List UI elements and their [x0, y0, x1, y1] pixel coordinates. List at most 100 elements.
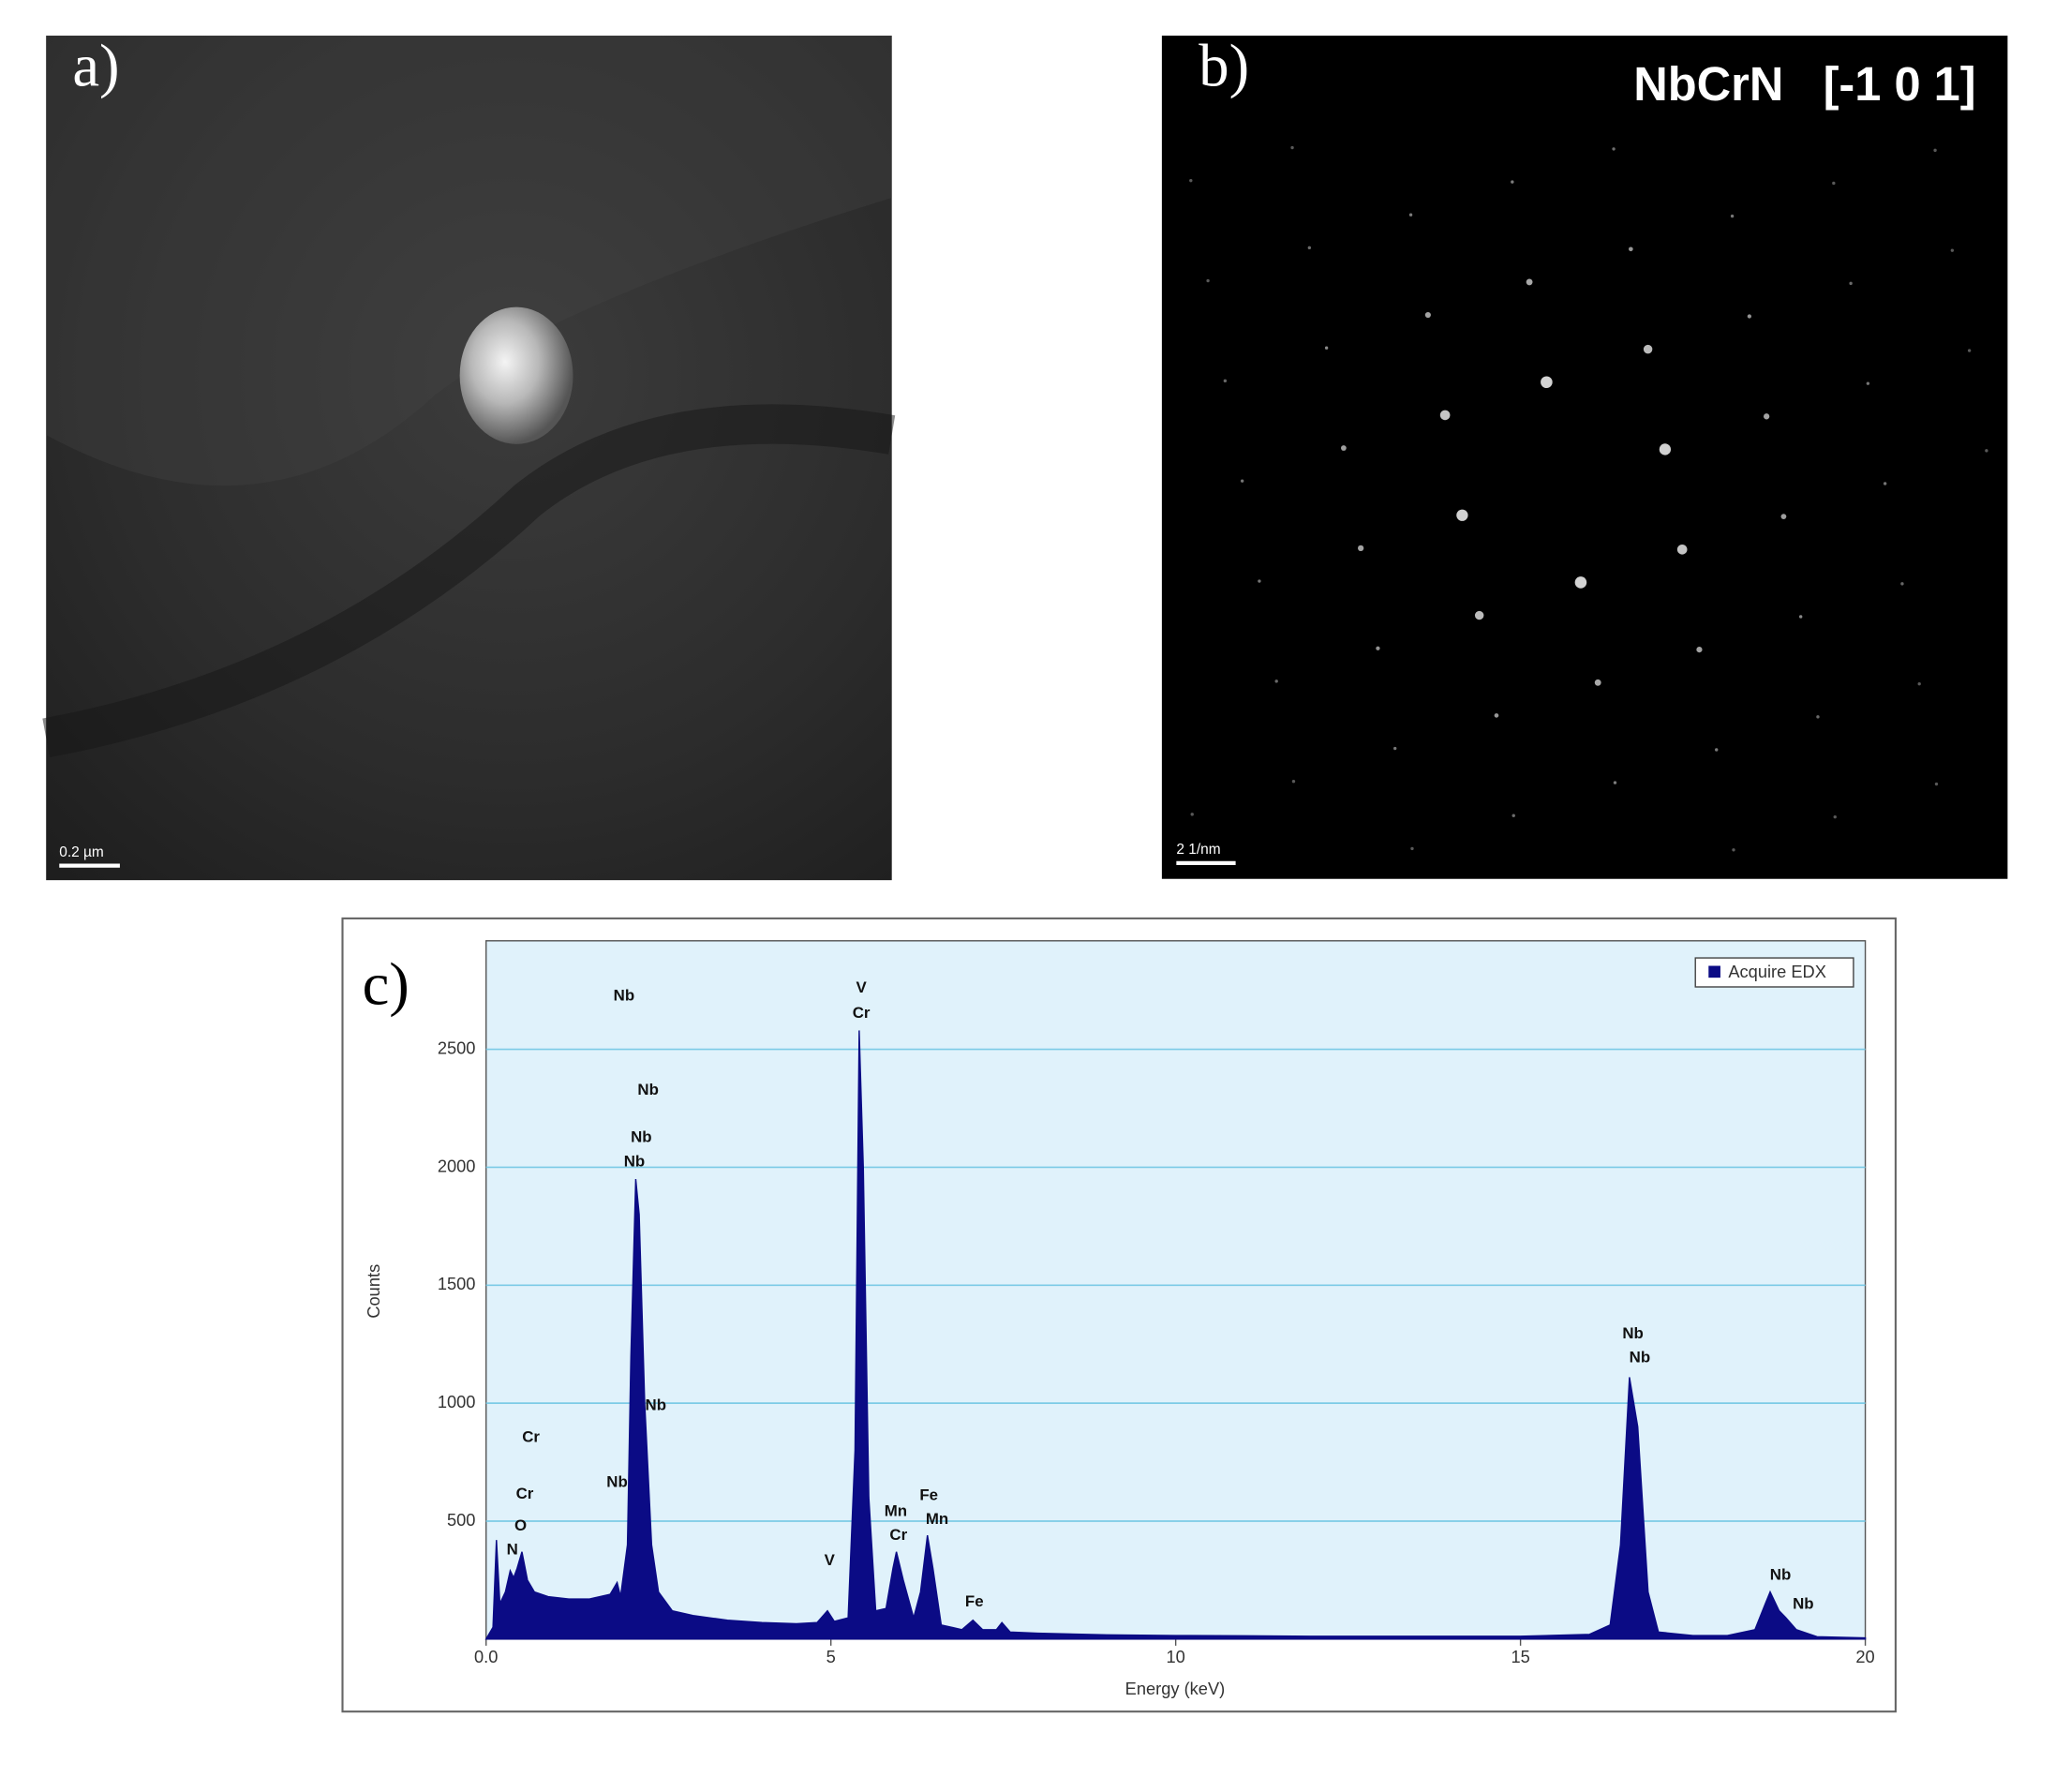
diffraction-spot: [1917, 681, 1921, 686]
diffraction-spot: [1816, 715, 1820, 719]
diffraction-spot: [1934, 782, 1939, 786]
x-tick-label: 0.0: [474, 1647, 498, 1666]
diffraction-spot: [1291, 780, 1296, 784]
diffraction-spot: [1933, 148, 1937, 153]
x-axis-label: Energy (keV): [1125, 1679, 1226, 1698]
diffraction-spot: [1967, 349, 1972, 352]
diffraction-spot: [1780, 514, 1787, 520]
pattern-title: NbCrN [-1 0 1]: [1633, 57, 1975, 111]
panel-label: a): [72, 31, 119, 98]
peak-label: Nb: [1770, 1565, 1791, 1583]
micrograph: [46, 36, 892, 881]
legend-swatch: [1708, 965, 1720, 978]
diffraction-spot: [1659, 443, 1672, 455]
diffraction-spot: [1223, 379, 1228, 383]
contrast-band: [46, 36, 892, 486]
peak-label: Cr: [853, 1004, 871, 1022]
y-tick-label: 1000: [438, 1392, 476, 1411]
panel-b: b) NbCrN [-1 0 1] 2 1/nm: [1161, 31, 2008, 879]
diffraction-spot: [1190, 813, 1194, 816]
diffraction-spot: [1358, 545, 1364, 552]
peak-label: Mn: [926, 1510, 948, 1528]
peak-label: Nb: [637, 1081, 658, 1098]
y-tick-label: 1500: [438, 1274, 476, 1293]
peak-label: Fe: [965, 1592, 984, 1610]
diffraction-spot: [1439, 410, 1451, 421]
peak-label: Mn: [885, 1502, 907, 1520]
y-axis-label: Counts: [364, 1264, 383, 1319]
diffraction-spot: [1833, 814, 1837, 819]
diffraction-spot: [1410, 846, 1414, 851]
panel-a: a) 0.2 µm: [42, 31, 896, 881]
legend: [1694, 957, 1854, 988]
diffraction-spot: [1950, 248, 1955, 252]
peak-label: Nb: [606, 1472, 627, 1490]
peak-label: Cr: [522, 1427, 540, 1445]
peak-label: Fe: [919, 1486, 938, 1504]
diffraction-pattern: [1161, 36, 2008, 879]
spectrum-area: [484, 1030, 1867, 1640]
diffraction-spot: [1206, 278, 1210, 283]
scale-label: 0.2 µm: [59, 844, 104, 860]
peak-label: Nb: [631, 1128, 651, 1146]
diffraction-spot: [1715, 748, 1719, 752]
y-tick-label: 2500: [438, 1038, 476, 1057]
peak-label: Nb: [624, 1152, 645, 1170]
peak-label: V: [856, 978, 867, 996]
diffraction-spot: [1747, 314, 1752, 319]
x-tick-label: 5: [826, 1647, 836, 1666]
diffraction-spot: [1541, 376, 1553, 389]
panel-label: b): [1199, 31, 1249, 98]
diffraction-spot: [1340, 445, 1347, 451]
contrast-band: [42, 404, 896, 758]
diffraction-spot: [1985, 449, 1988, 453]
y-tick-label: 2000: [438, 1156, 476, 1175]
diffraction-spot: [1594, 679, 1601, 686]
diffraction-spot: [1732, 848, 1735, 852]
peak-label: Nb: [1630, 1349, 1650, 1366]
diffraction-spot: [1424, 311, 1431, 319]
diffraction-spot: [1474, 610, 1484, 620]
peak-label: O: [514, 1516, 527, 1534]
diffraction-spot: [1258, 579, 1261, 583]
diffraction-spot: [1307, 246, 1312, 250]
diffraction-spot: [1629, 246, 1633, 252]
diffraction-spot: [1612, 147, 1616, 151]
diffraction-spot: [1274, 679, 1278, 683]
diffraction-spot: [1189, 178, 1193, 183]
diffraction-spot: [1832, 181, 1836, 186]
peak-label: Nb: [614, 986, 634, 1004]
peak-label: N: [507, 1541, 518, 1559]
peak-label: Nb: [1793, 1595, 1813, 1613]
peak-label: Nb: [1622, 1324, 1643, 1342]
diffraction-spot: [1240, 479, 1244, 483]
panel-label: c): [363, 949, 410, 1017]
legend-label: Acquire EDX: [1728, 962, 1826, 981]
diffraction-spot: [1290, 145, 1294, 150]
diffraction-spot: [1763, 413, 1770, 420]
diffraction-spot: [1511, 814, 1515, 817]
panel-c: c) Energy (keV) Counts 500 1000 1500 2000 25…: [341, 917, 1897, 1713]
diffraction-spot: [1494, 713, 1499, 718]
particle: [459, 306, 573, 444]
diffraction-spot: [1866, 381, 1870, 385]
y-tick-label: 500: [447, 1510, 475, 1530]
x-tick-label: 20: [1855, 1647, 1874, 1666]
diffraction-spot: [1574, 576, 1587, 589]
diffraction-spot: [1696, 647, 1703, 653]
x-tick-label: 10: [1166, 1647, 1184, 1666]
diffraction-spot: [1798, 615, 1803, 619]
x-tick-label: 15: [1511, 1647, 1529, 1666]
diffraction-spot: [1511, 180, 1514, 184]
diffraction-spot: [1324, 346, 1329, 350]
peak-label: Cr: [889, 1526, 907, 1544]
diffraction-spot: [1408, 213, 1413, 217]
peak-label: V: [825, 1551, 836, 1569]
diffraction-spot: [1456, 509, 1468, 521]
diffraction-spot: [1393, 746, 1397, 751]
diffraction-spot: [1676, 544, 1688, 555]
diffraction-spot: [1643, 344, 1653, 354]
peak-label: Cr: [516, 1485, 534, 1502]
peak-label: Nb: [646, 1396, 666, 1413]
